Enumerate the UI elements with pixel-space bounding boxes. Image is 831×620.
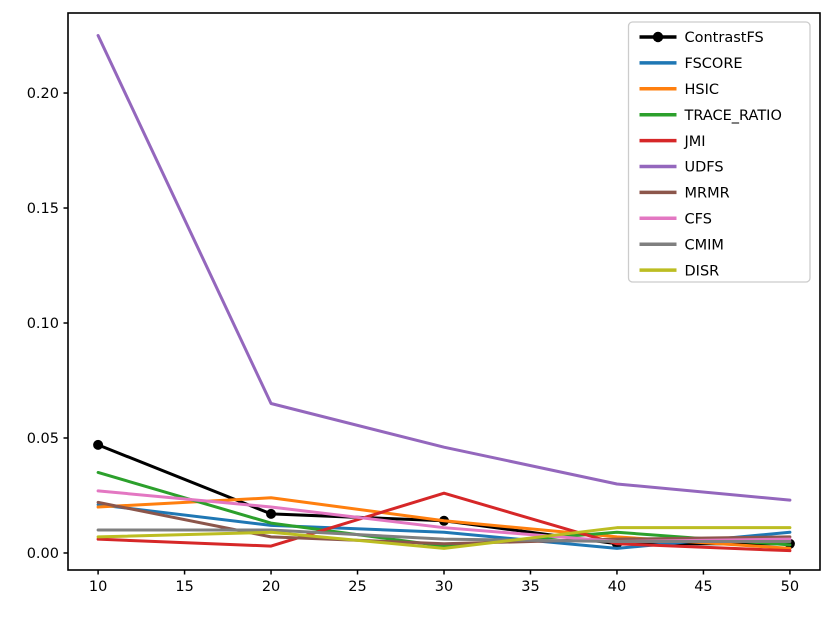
legend-label: FSCORE — [685, 56, 743, 72]
x-tick-label: 20 — [262, 579, 280, 595]
legend-label: UDFS — [685, 160, 724, 176]
y-tick-label: 0.15 — [27, 201, 59, 217]
x-tick-label: 35 — [521, 579, 539, 595]
legend-item-DISR: DISR — [639, 263, 720, 279]
series-line-MRMR — [96, 500, 792, 546]
y-tick-label: 0.20 — [27, 86, 59, 102]
legend-label: CFS — [685, 212, 712, 228]
legend-item-HSIC: HSIC — [639, 82, 720, 98]
x-tick-label: 15 — [175, 579, 193, 595]
y-tick-label: 0.10 — [27, 316, 59, 332]
legend-sample-marker — [652, 31, 664, 43]
series-line-CMIM — [96, 528, 792, 543]
legend-label: JMI — [684, 134, 706, 150]
series-line-FSCORE — [96, 503, 792, 550]
x-tick-label: 25 — [348, 579, 366, 595]
series-marker-ContrastFS — [93, 439, 104, 450]
x-tick-label: 30 — [435, 579, 453, 595]
legend-item-UDFS: UDFS — [639, 160, 724, 176]
legend-label: DISR — [685, 263, 720, 279]
series-line-JMI — [96, 491, 792, 553]
legend-label: MRMR — [685, 186, 730, 202]
series-line-DISR — [96, 526, 792, 550]
legend-label: TRACE_RATIO — [684, 108, 782, 124]
legend-item-ContrastFS: ContrastFS — [639, 30, 764, 46]
legend-item-CFS: CFS — [639, 212, 712, 228]
x-tick-label: 40 — [608, 579, 626, 595]
y-tick-label: 0.05 — [27, 431, 59, 447]
x-tick-label: 45 — [694, 579, 712, 595]
x-tick-label: 10 — [89, 579, 107, 595]
x-tick-label: 50 — [781, 579, 799, 595]
series-line-UDFS — [96, 34, 792, 502]
legend-item-CMIM: CMIM — [639, 237, 724, 253]
plot-border — [67, 12, 821, 571]
legend-item-JMI: JMI — [639, 134, 706, 150]
legend-item-TRACE_RATIO: TRACE_RATIO — [639, 108, 782, 124]
series-marker-ContrastFS — [266, 508, 277, 519]
legend: ContrastFS FSCORE HSIC TRACE_RATIO JMI UDFS MR… — [627, 21, 811, 283]
legend-label: ContrastFS — [685, 30, 764, 46]
legend-label: CMIM — [685, 237, 724, 253]
y-tick-label: 0.00 — [27, 546, 59, 562]
legend-item-FSCORE: FSCORE — [639, 56, 743, 72]
series-line-TRACE_RATIO — [96, 470, 792, 548]
legend-item-MRMR: MRMR — [639, 186, 730, 202]
legend-label: HSIC — [685, 82, 720, 98]
